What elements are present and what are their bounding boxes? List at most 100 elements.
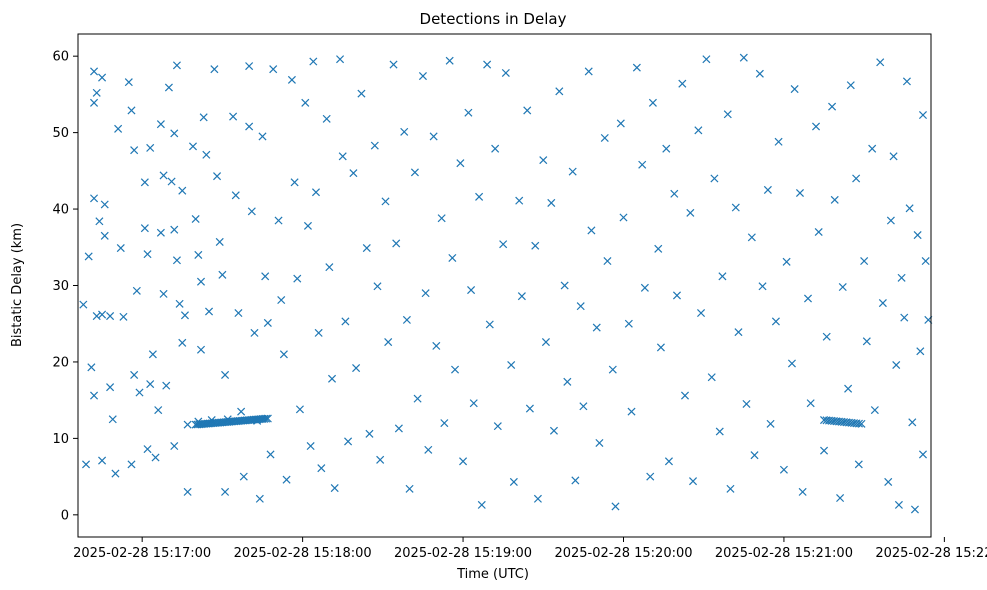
data-point <box>779 465 788 474</box>
data-point <box>830 195 839 204</box>
data-point <box>429 132 438 141</box>
data-point <box>245 122 254 131</box>
data-point <box>678 79 687 88</box>
data-point <box>868 144 877 153</box>
data-point <box>290 178 299 187</box>
data-point <box>902 77 911 86</box>
data-point <box>108 415 117 424</box>
data-point <box>734 328 743 337</box>
data-point <box>555 87 564 96</box>
data-point <box>162 381 171 390</box>
data-point <box>541 338 550 347</box>
x-axis: 2025-02-28 15:17:00 2025-02-28 15:18:00 20… <box>73 537 987 561</box>
data-point <box>437 214 446 223</box>
data-point <box>726 484 735 493</box>
data-point <box>680 391 690 400</box>
data-point <box>413 394 422 403</box>
data-point <box>889 152 898 161</box>
y-tick-label: 30 <box>52 279 69 294</box>
data-point <box>196 277 206 286</box>
data-point <box>344 437 353 446</box>
data-point <box>624 319 633 328</box>
data-point <box>277 296 286 305</box>
data-point <box>755 69 764 78</box>
data-point <box>100 200 109 209</box>
data-point <box>771 317 780 326</box>
data-point <box>432 341 441 350</box>
x-tick-label: 2025-02-28 15:22:00 <box>875 546 987 561</box>
data-point <box>194 250 203 259</box>
data-point <box>884 477 893 486</box>
data-point <box>127 460 136 469</box>
data-point <box>130 370 139 379</box>
y-tick-label: 60 <box>52 50 69 65</box>
data-point <box>782 257 791 266</box>
data-point <box>568 167 577 176</box>
data-point <box>640 283 649 292</box>
data-point <box>900 313 909 322</box>
data-point <box>766 419 775 428</box>
data-point <box>892 360 901 370</box>
data-point <box>309 57 318 66</box>
data-point <box>916 347 925 356</box>
data-point <box>260 414 269 423</box>
data-point <box>156 228 165 237</box>
data-point <box>828 102 837 111</box>
data-point <box>336 55 345 64</box>
data-point <box>662 144 671 153</box>
data-point <box>921 257 930 266</box>
data-point <box>758 282 767 291</box>
y-tick-label: 10 <box>52 432 69 447</box>
data-point <box>357 89 366 98</box>
data-point <box>648 98 657 107</box>
data-point <box>654 244 663 253</box>
data-point <box>159 289 168 298</box>
data-point <box>857 419 866 428</box>
data-point <box>306 442 315 451</box>
data-point <box>400 127 409 136</box>
data-point <box>266 450 275 459</box>
data-point <box>710 174 719 183</box>
data-point <box>202 150 211 159</box>
data-point <box>467 286 476 295</box>
data-point <box>485 320 494 329</box>
data-point <box>525 404 534 413</box>
data-point <box>330 484 339 493</box>
data-point <box>229 112 238 121</box>
x-tick-label: 2025-02-28 15:19:00 <box>394 546 532 561</box>
data-point <box>402 315 411 324</box>
data-point <box>910 505 919 514</box>
data-point <box>897 273 906 282</box>
data-point <box>95 217 104 226</box>
data-point <box>656 343 665 352</box>
data-point <box>239 472 248 481</box>
data-point <box>592 323 601 332</box>
data-point <box>820 446 829 455</box>
data-point <box>172 256 181 265</box>
data-point <box>314 328 323 337</box>
data-point <box>130 146 139 155</box>
data-point <box>258 132 267 141</box>
data-point <box>98 456 107 465</box>
y-axis-label: Bistatic Delay (km) <box>10 223 25 347</box>
data-point <box>87 363 96 372</box>
data-point <box>499 240 508 249</box>
data-point <box>352 364 361 373</box>
data-point <box>279 350 288 359</box>
data-point <box>571 476 580 485</box>
y-tick-label: 0 <box>61 508 69 523</box>
data-point <box>587 226 596 235</box>
data-point <box>886 216 895 225</box>
data-point <box>790 85 799 94</box>
data-point <box>908 418 917 427</box>
data-point <box>394 424 403 433</box>
y-tick-label: 50 <box>52 126 69 141</box>
data-point <box>146 380 155 389</box>
data-point <box>213 172 222 181</box>
data-point <box>175 299 184 308</box>
data-point <box>127 106 136 115</box>
data-point <box>215 237 224 246</box>
data-point <box>421 289 430 298</box>
x-axis-label: Time (UTC) <box>456 567 529 582</box>
data-point <box>418 72 427 81</box>
